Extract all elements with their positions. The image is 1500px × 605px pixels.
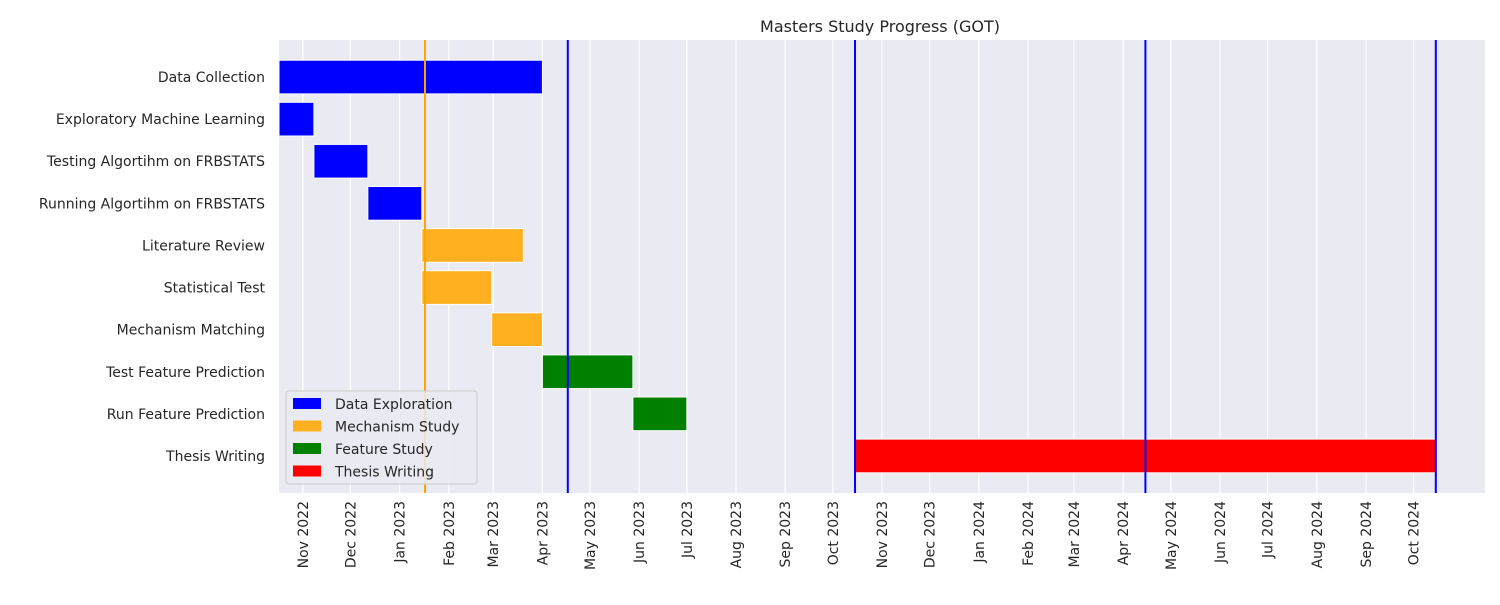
x-tick-label: Feb 2023 bbox=[442, 501, 458, 566]
x-tick-labels: Nov 2022 Dec 2022 Jan 2023 Feb 2023 Mar 2023… bbox=[296, 501, 1423, 570]
chart-title: Masters Study Progress (GOT) bbox=[760, 17, 1000, 36]
legend-swatch bbox=[293, 420, 321, 432]
x-tick-label: Nov 2023 bbox=[875, 501, 891, 568]
y-tick-label: Mechanism Matching bbox=[117, 323, 265, 339]
x-tick-label: Nov 2022 bbox=[296, 501, 312, 568]
x-tick-label: Mar 2023 bbox=[486, 501, 502, 568]
task-bars bbox=[278, 59, 1437, 474]
task-bar bbox=[313, 143, 369, 179]
x-tick-label: Jul 2023 bbox=[680, 501, 696, 559]
y-tick-label: Exploratory Machine Learning bbox=[56, 112, 265, 128]
y-tick-label: Thesis Writing bbox=[165, 449, 265, 465]
task-bar bbox=[367, 186, 423, 221]
legend-swatch bbox=[293, 465, 321, 477]
task-bar bbox=[632, 396, 688, 432]
x-tick-label: Oct 2024 bbox=[1407, 501, 1423, 565]
x-tick-label: May 2024 bbox=[1164, 501, 1180, 570]
task-bar bbox=[421, 228, 524, 263]
x-tick-label: Apr 2023 bbox=[535, 501, 551, 565]
y-tick-label: Literature Review bbox=[142, 238, 265, 254]
task-bar bbox=[541, 354, 634, 390]
legend: Data Exploration Mechanism Study Feature S… bbox=[285, 390, 478, 485]
x-tick-label: Sep 2023 bbox=[778, 501, 794, 567]
x-tick-label: Feb 2024 bbox=[1021, 501, 1037, 566]
y-tick-label: Statistical Test bbox=[164, 281, 266, 297]
grid-lines bbox=[302, 40, 1415, 493]
x-tick-label: Oct 2023 bbox=[826, 501, 842, 565]
y-tick-labels: Data Collection Exploratory Machine Learn… bbox=[39, 70, 266, 465]
x-tick-label: Jun 2024 bbox=[1213, 501, 1229, 564]
y-tick-label: Testing Algortihm on FRBSTATS bbox=[46, 154, 265, 170]
x-tick-label: Dec 2023 bbox=[923, 501, 939, 568]
task-bar bbox=[278, 101, 315, 137]
legend-swatch bbox=[293, 398, 321, 409]
x-tick-label: May 2023 bbox=[583, 501, 599, 570]
y-tick-label: Data Collection bbox=[158, 70, 265, 86]
legend-label: Mechanism Study bbox=[335, 420, 459, 436]
x-tick-label: Aug 2024 bbox=[1310, 501, 1326, 569]
y-tick-label: Running Algortihm on FRBSTATS bbox=[39, 196, 265, 212]
x-tick-label: Dec 2022 bbox=[343, 501, 359, 568]
x-tick-label: Mar 2024 bbox=[1067, 501, 1083, 568]
legend-label: Data Exploration bbox=[335, 397, 453, 413]
legend-swatch bbox=[293, 443, 321, 454]
legend-label: Feature Study bbox=[335, 442, 433, 458]
x-tick-label: Jan 2024 bbox=[972, 501, 988, 564]
x-tick-label: Jan 2023 bbox=[393, 501, 409, 564]
legend-box bbox=[285, 390, 478, 485]
x-tick-label: Aug 2023 bbox=[729, 501, 745, 568]
legend-label: Thesis Writing bbox=[334, 465, 434, 481]
x-tick-label: Sep 2024 bbox=[1359, 501, 1375, 568]
x-tick-label: Apr 2024 bbox=[1116, 501, 1132, 565]
task-bar bbox=[278, 59, 543, 95]
x-tick-label: Jun 2023 bbox=[632, 501, 648, 564]
y-tick-label: Run Feature Prediction bbox=[107, 407, 265, 423]
y-tick-label: Test Feature Prediction bbox=[105, 365, 265, 381]
x-tick-label: Jul 2024 bbox=[1261, 501, 1277, 559]
task-bar bbox=[491, 312, 543, 347]
task-bar bbox=[421, 270, 493, 305]
